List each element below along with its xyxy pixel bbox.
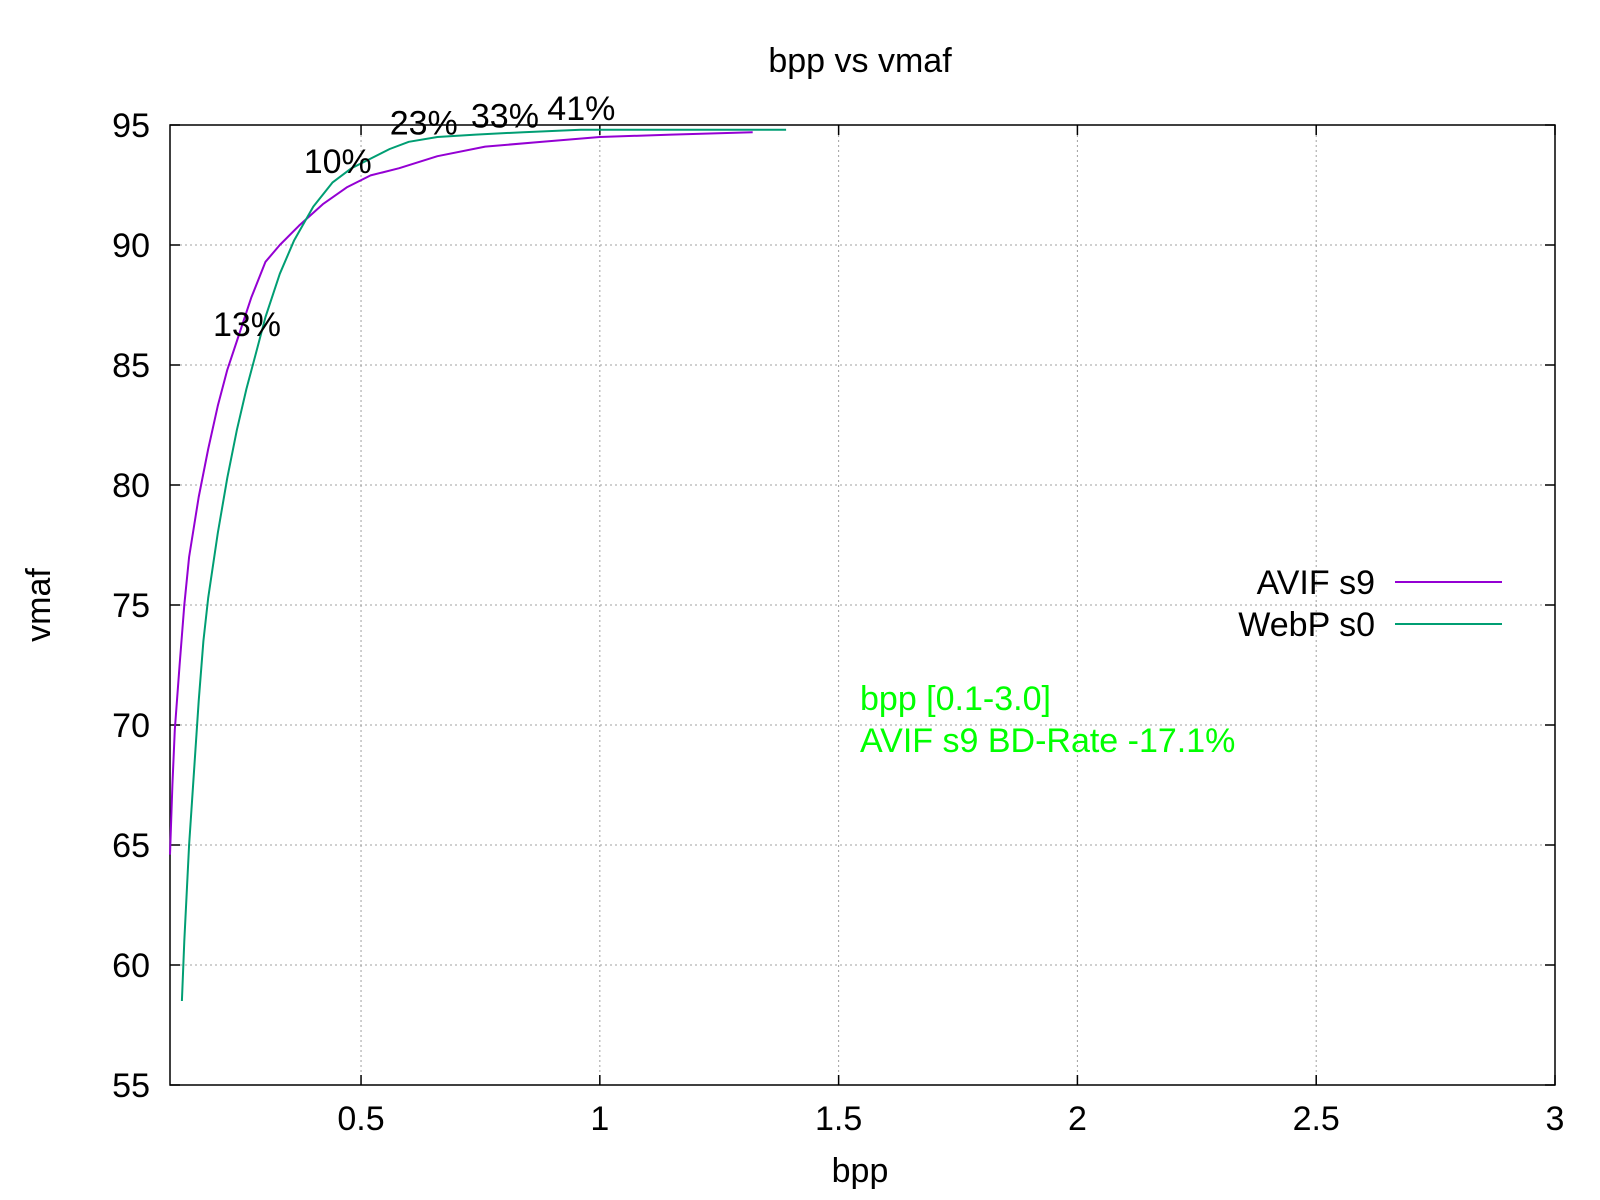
y-tick-label: 80 <box>112 467 150 505</box>
annotation-label: 13% <box>213 306 281 344</box>
y-tick-label: 70 <box>112 707 150 745</box>
x-tick-label: 0.5 <box>337 1100 384 1138</box>
series-line-avif <box>169 131 753 855</box>
x-tick-label: 2.5 <box>1293 1100 1340 1138</box>
annotation-label: 41% <box>547 90 615 128</box>
bd-rate-value-label: AVIF s9 BD-Rate -17.1% <box>860 722 1235 760</box>
y-tick-label: 60 <box>112 947 150 985</box>
legend-label-avif: AVIF s9 <box>1257 564 1375 602</box>
chart-title: bpp vs vmaf <box>768 42 952 80</box>
y-tick-label: 95 <box>112 107 150 145</box>
series-line-webp <box>180 128 787 1002</box>
annotation-label: 33% <box>471 97 539 135</box>
tick-marks <box>170 124 1556 1086</box>
annotation-label: 23% <box>390 105 458 143</box>
x-axis-label: bpp <box>832 1152 889 1190</box>
x-tick-label: 1 <box>590 1100 609 1138</box>
series-lines <box>169 128 787 1002</box>
y-tick-label: 90 <box>112 227 150 265</box>
annotations: 13% 10% 23% 33% 41% <box>213 90 615 344</box>
bd-rate-range-label: bpp [0.1-3.0] <box>860 680 1051 718</box>
y-tick-labels: 55 60 65 70 75 80 85 90 95 <box>112 107 150 1105</box>
bd-rate-box: bpp [0.1-3.0] AVIF s9 BD-Rate -17.1% <box>860 680 1235 760</box>
grid <box>170 125 1555 1085</box>
legend-label-webp: WebP s0 <box>1238 606 1375 644</box>
y-tick-label: 75 <box>112 587 150 625</box>
x-tick-labels: 0.5 1 1.5 2 2.5 3 <box>337 1100 1564 1138</box>
y-tick-label: 65 <box>112 827 150 865</box>
annotation-label: 10% <box>304 143 372 181</box>
x-tick-label: 3 <box>1546 1100 1565 1138</box>
y-tick-label: 85 <box>112 347 150 385</box>
x-tick-label: 1.5 <box>815 1100 862 1138</box>
legend: AVIF s9 WebP s0 <box>1238 564 1502 644</box>
x-tick-label: 2 <box>1068 1100 1087 1138</box>
y-tick-label: 55 <box>112 1067 150 1105</box>
y-axis-label: vmaf <box>20 568 58 642</box>
